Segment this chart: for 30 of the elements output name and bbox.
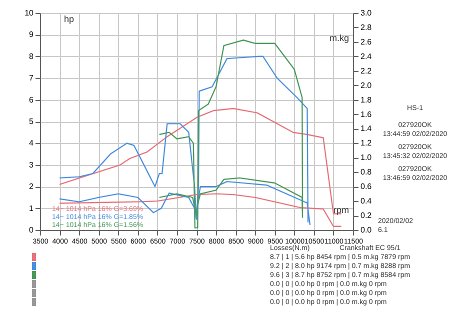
- y2-tick-label: 0.2: [360, 211, 372, 220]
- y2-tick-label: 0.6: [360, 182, 372, 192]
- y2-tick-label: 1.4: [360, 124, 372, 134]
- y-axis-title: hp: [64, 14, 74, 24]
- y-tick-label: 1: [29, 204, 34, 213]
- x-axis-title: rpm: [334, 205, 349, 215]
- y-tick-label: 10: [24, 8, 34, 18]
- y-tick-label: 7: [29, 74, 34, 83]
- y2-tick-label: 2.0: [360, 80, 372, 90]
- y2-tick-label: 1.8: [360, 95, 372, 104]
- y2-tick-label: 1.0: [360, 153, 372, 162]
- y2-tick-label: 0.0: [360, 226, 372, 234]
- y-tick-label: 5: [29, 117, 34, 126]
- y2-tick-label: 3.0: [360, 8, 372, 18]
- y2-tick-label: 2.2: [360, 66, 372, 76]
- y2-tick-label: 2.4: [360, 52, 372, 61]
- y-tick-label: 0: [29, 226, 34, 234]
- y2-tick-label: 0.4: [360, 196, 372, 206]
- y-tick-label: 4: [29, 138, 34, 148]
- y2-tick-label: 2.8: [360, 22, 372, 32]
- y2-tick-label: 1.6: [360, 110, 372, 119]
- y2-tick-label: 1.2: [360, 138, 372, 148]
- y2-axis-title: m.kg: [329, 33, 349, 43]
- y-tick-label: 9: [29, 30, 34, 40]
- y-tick-label: 8: [29, 52, 34, 61]
- y2-tick-label: 0.8: [360, 168, 372, 177]
- y-tick-label: 6: [29, 95, 34, 104]
- y2-tick-label: 2.6: [360, 37, 372, 46]
- y-tick-label: 2: [29, 182, 34, 192]
- y-tick-label: 3: [29, 160, 34, 170]
